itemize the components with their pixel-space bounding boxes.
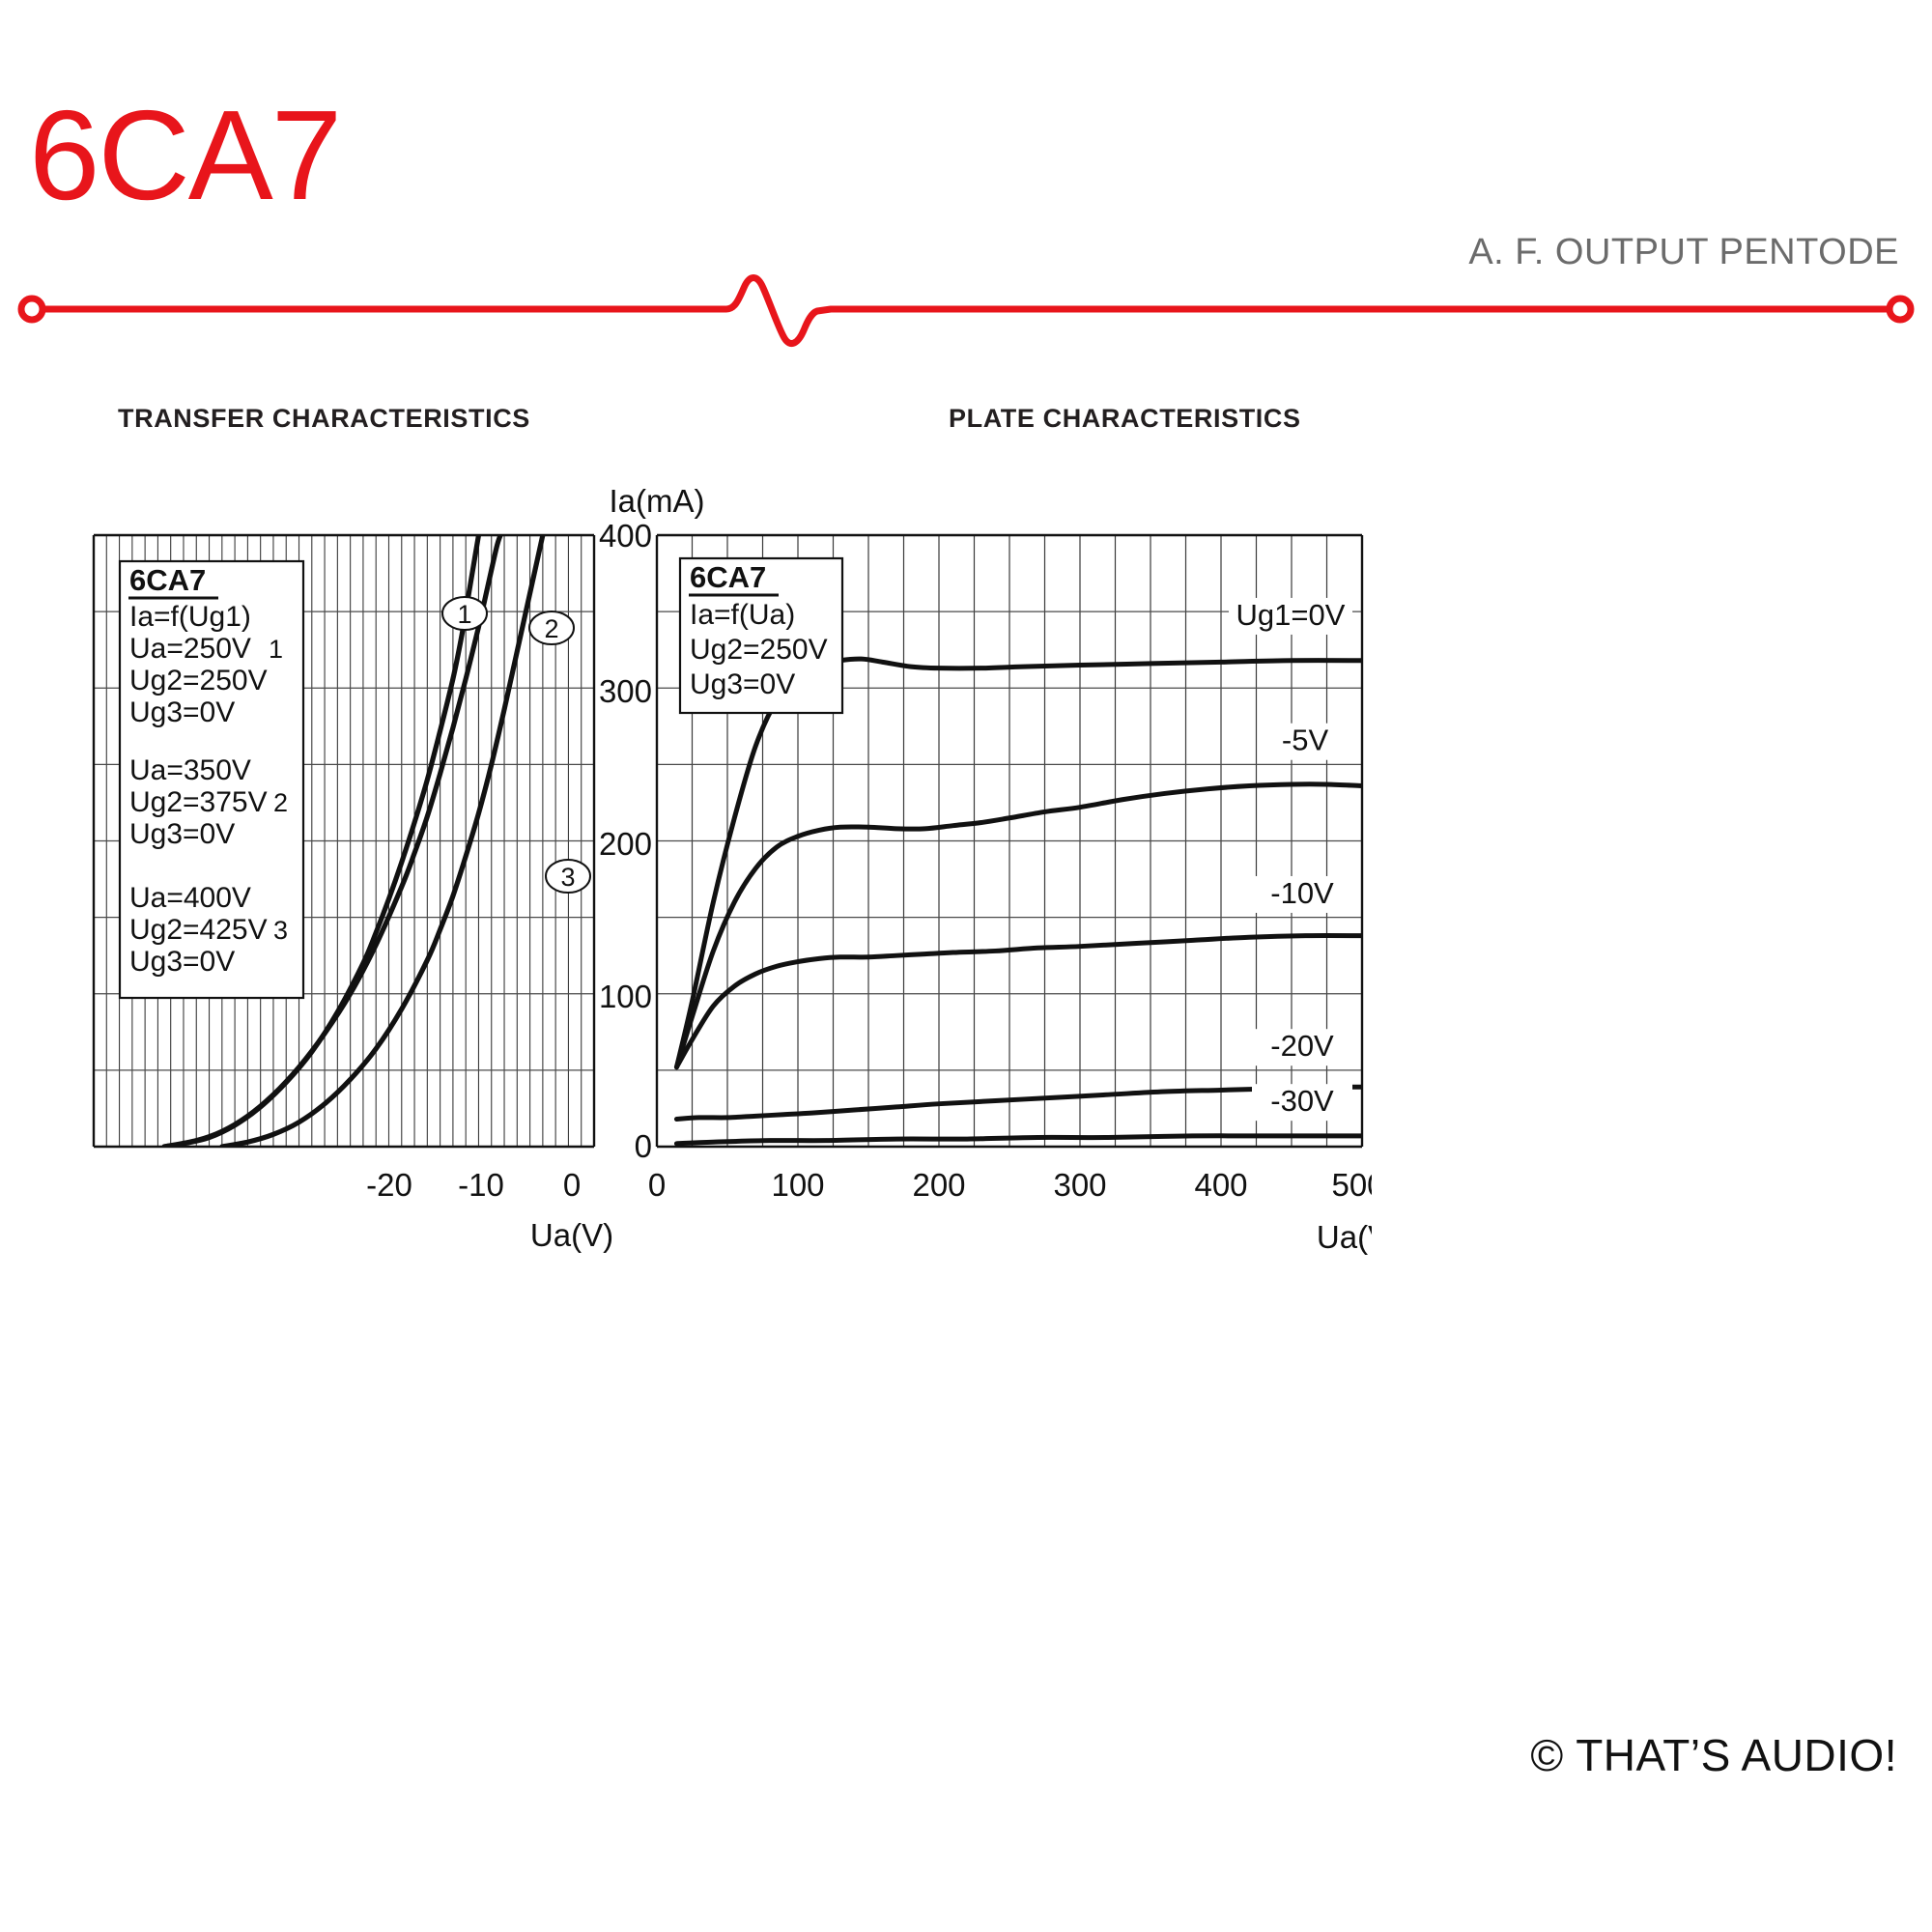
transfer-xtick-2: 0 — [563, 1167, 581, 1203]
transfer-xtick-0: -20 — [366, 1167, 412, 1203]
transfer-curve-marker-1-label: 1 — [457, 600, 471, 629]
transfer-legend-2-line-3: Ug3=0V — [129, 818, 235, 850]
plate-curve-label--5v: -5V — [1264, 723, 1347, 760]
transfer-curve-marker-3: 3 — [545, 859, 591, 894]
plate-x-axis-labels: 0 100 200 300 400 500 — [648, 1167, 1372, 1203]
plate-curve-label--30v-text: -30V — [1270, 1084, 1334, 1118]
plate-curve-label-ug1-0v: Ug1=0V — [1229, 597, 1352, 635]
plate-curve-label--20v: -20V — [1252, 1029, 1352, 1066]
transfer-legend-3-index: 3 — [273, 916, 288, 945]
copyright-footer: © THAT’S AUDIO! — [1530, 1730, 1897, 1780]
plate-xtick-500: 500 — [1331, 1167, 1372, 1203]
plate-plot-frame — [655, 533, 1364, 1149]
plate-xtick-0: 0 — [648, 1167, 666, 1203]
tube-type-title: 6CA7 — [29, 84, 342, 226]
plate-legend-box: 6CA7 Ia=f(Ua) Ug2=250V Ug3=0V — [678, 556, 844, 715]
ytick-300: 300 — [599, 673, 652, 709]
transfer-legend-2-line-1: Ua=350V — [129, 754, 251, 786]
plate-curve-label-0v-text: Ug1=0V — [1236, 598, 1346, 632]
transfer-legend-3-line-3: Ug3=0V — [129, 946, 235, 978]
plate-legend-line-2: Ug3=0V — [690, 668, 795, 700]
transfer-legend-2-line-2: Ug2=375V — [129, 786, 268, 818]
plate-curve-label--20v-text: -20V — [1270, 1029, 1334, 1063]
plate-xtick-400: 400 — [1194, 1167, 1247, 1203]
plate-curve-label--10v-text: -10V — [1270, 876, 1334, 910]
pulse-rule-icon — [17, 274, 1915, 347]
plate-curve-label--5v-text: -5V — [1282, 724, 1329, 757]
transfer-x-axis-labels: -20 -10 0 — [366, 1167, 581, 1203]
plate-legend-title: 6CA7 — [690, 560, 766, 594]
ytick-100: 100 — [599, 979, 652, 1014]
transfer-legend-3-line-1: Ua=400V — [129, 882, 251, 914]
shared-y-axis-labels: Ia(mA) 400 300 200 100 0 — [599, 483, 705, 1164]
transfer-legend-function: Ia=f(Ug1) — [129, 601, 251, 633]
transfer-legend-1-line-3: Ug3=0V — [129, 696, 235, 728]
plate-legend-function: Ia=f(Ua) — [690, 599, 795, 631]
plate-xtick-100: 100 — [771, 1167, 824, 1203]
transfer-legend-1-index: 1 — [269, 635, 283, 664]
transfer-curve-marker-1: 1 — [441, 596, 488, 631]
plate-characteristics-chart: Ug1=0V -5V -10V -20V -30V 6CA7 Ia=f(Ua) … — [648, 533, 1372, 1255]
plate-xtick-200: 200 — [912, 1167, 965, 1203]
transfer-curve-marker-3-label: 3 — [560, 863, 575, 892]
y-axis-title: Ia(mA) — [610, 483, 705, 519]
transfer-legend-box: 6CA7 Ia=f(Ug1) Ua=250V Ug2=250V Ug3=0V 1… — [118, 559, 305, 1000]
transfer-xtick-1: -10 — [458, 1167, 504, 1203]
transfer-legend-3-line-2: Ug2=425V — [129, 914, 268, 946]
plate-xtick-300: 300 — [1053, 1167, 1106, 1203]
plate-x-axis-title: Ua(V) — [1317, 1219, 1372, 1255]
ytick-200: 200 — [599, 826, 652, 862]
transfer-x-axis-title-wrap: Ua(V) — [530, 1217, 613, 1253]
transfer-legend-1-line-1: Ua=250V — [129, 633, 251, 665]
plate-curve-label--10v: -10V — [1252, 875, 1352, 913]
ytick-0: 0 — [635, 1128, 652, 1164]
transfer-legend-2-index: 2 — [273, 788, 288, 817]
transfer-curve-marker-2: 2 — [528, 611, 575, 645]
plate-legend-line-1: Ug2=250V — [690, 634, 828, 666]
transfer-legend-title: 6CA7 — [129, 563, 206, 597]
plate-section-heading: PLATE CHARACTERISTICS — [949, 404, 1301, 433]
accent-rule — [0, 270, 1932, 348]
plate-curves — [673, 656, 1362, 1147]
transfer-x-axis-title: Ua(V) — [530, 1217, 613, 1253]
transfer-curve-marker-2-label: 2 — [544, 614, 558, 643]
tube-class-subtitle: A. F. OUTPUT PENTODE — [1468, 232, 1899, 272]
plate-curve-label--30v: -30V — [1252, 1084, 1352, 1122]
transfer-legend-1-line-2: Ug2=250V — [129, 665, 268, 696]
transfer-section-heading: TRANSFER CHARACTERISTICS — [118, 404, 530, 433]
transfer-characteristics-chart: 1 2 3 6CA7 Ia=f(Ug1) Ua=250V Ug2=250V Ug… — [92, 533, 596, 1203]
ytick-400: 400 — [599, 518, 652, 554]
